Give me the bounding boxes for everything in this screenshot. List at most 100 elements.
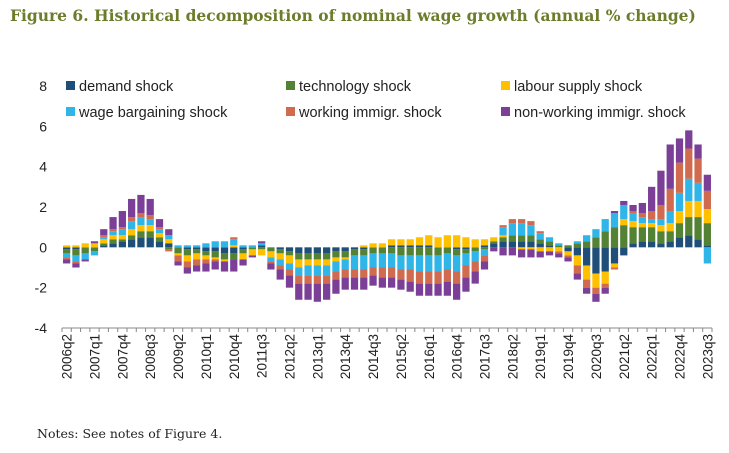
bar-segment <box>313 265 321 276</box>
bar-segment <box>564 245 572 248</box>
legend-swatch <box>66 107 75 116</box>
bar-segment <box>694 144 702 159</box>
bar-segment <box>462 265 470 278</box>
bar-segment <box>239 253 247 260</box>
bar-segment <box>480 261 489 270</box>
bar-segment <box>462 237 470 248</box>
x-tick-label: 2007q1 <box>88 334 103 379</box>
bar-segment <box>360 269 368 278</box>
bar-segment <box>378 253 386 268</box>
bar-segment <box>406 245 414 248</box>
bar-segment <box>220 241 229 248</box>
bar-segment <box>174 255 182 262</box>
bar-segment <box>323 265 331 276</box>
bar-segment <box>508 247 516 256</box>
bar-segment <box>545 247 554 252</box>
bar-segment <box>508 219 516 224</box>
bar-segment <box>415 237 424 246</box>
bar-segment <box>137 231 145 238</box>
bar-segment <box>285 255 294 264</box>
bar-segment <box>564 257 572 262</box>
bar-segment <box>527 247 535 250</box>
bar-segment <box>220 261 229 272</box>
bar-segment <box>480 247 489 250</box>
bar-segment <box>230 239 238 246</box>
bar-segment <box>555 243 563 246</box>
x-tick-label: 2006q2 <box>60 334 75 379</box>
bar-segment <box>388 245 396 248</box>
bar-segment <box>332 247 340 252</box>
bar-segment <box>527 249 535 258</box>
bar-segment <box>109 217 117 230</box>
bar-segment <box>648 186 656 212</box>
bar-segment <box>592 247 600 274</box>
bar-segment <box>490 241 498 244</box>
bar-segment <box>453 247 461 250</box>
figure-title: Figure 6. Historical decomposition of no… <box>10 6 696 25</box>
bar-segment <box>638 213 646 218</box>
bar-segment <box>350 255 359 270</box>
bar-segment <box>592 237 600 248</box>
bar-segment <box>601 219 609 232</box>
bar-segment <box>490 247 498 252</box>
bar-segment <box>174 247 182 254</box>
bar-segment <box>155 229 164 234</box>
bar-segment <box>415 247 424 256</box>
bar-segment <box>350 277 359 290</box>
bar-segment <box>629 227 637 244</box>
bar-segment <box>415 283 424 296</box>
bar-segment <box>313 259 321 266</box>
bar-segment <box>239 247 247 250</box>
bar-segment <box>174 245 182 248</box>
bar-segment <box>703 247 711 264</box>
bar-segment <box>443 281 451 296</box>
bar-segment <box>304 265 312 276</box>
bar-segment <box>499 237 507 242</box>
bar-segment <box>425 235 433 246</box>
bar-segment <box>415 255 424 272</box>
bar-segment <box>406 281 414 292</box>
bar-segment <box>434 283 442 296</box>
bar-segment <box>583 247 591 266</box>
bar-segment <box>397 239 405 246</box>
bar-segment <box>118 229 126 236</box>
legend-label: wage bargaining shock <box>78 105 228 121</box>
bar-segment <box>601 247 609 272</box>
bar-segment <box>100 237 108 240</box>
bar-segment <box>378 243 386 248</box>
bar-segment <box>545 237 554 242</box>
bar-segment <box>341 251 349 258</box>
bar-segment <box>90 243 99 248</box>
bar-segment <box>499 235 507 238</box>
bar-segment <box>648 223 656 228</box>
bar-segment <box>685 178 693 201</box>
bar-segment <box>527 221 535 226</box>
bar-segment <box>81 253 89 260</box>
bar-segment <box>360 255 368 270</box>
bar-segment <box>638 217 646 224</box>
bar-segment <box>276 249 284 254</box>
bar-segment <box>118 227 126 230</box>
bar-segment <box>434 237 442 248</box>
bar-segment <box>703 209 711 224</box>
bar-segment <box>183 247 191 250</box>
bar-segment <box>211 259 219 262</box>
bar-segment <box>545 251 554 256</box>
bar-segment <box>388 253 396 268</box>
bar-segment <box>128 221 136 230</box>
bar-segment <box>63 259 71 264</box>
bar-segment <box>193 247 201 250</box>
bar-segment <box>146 219 154 226</box>
bar-segment <box>174 261 182 266</box>
bar-segment <box>555 251 563 254</box>
bar-segment <box>360 249 368 256</box>
bar-segment <box>638 202 646 214</box>
bar-segment <box>499 225 507 228</box>
legend-swatch <box>66 81 75 90</box>
bar-segment <box>137 237 145 248</box>
bar-segment <box>304 253 312 260</box>
bar-segment <box>128 198 136 218</box>
bar-segment <box>285 251 294 256</box>
bar-segment <box>601 231 609 248</box>
